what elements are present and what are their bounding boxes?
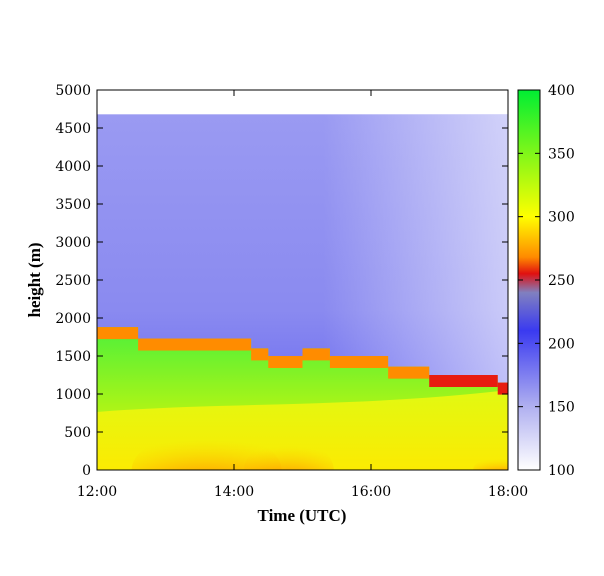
colorbar-tick-label: 350 — [548, 146, 575, 162]
colorbar-tick-label: 100 — [548, 463, 575, 479]
x-axis: 12:00 14:00 16:00 18:00 — [77, 90, 528, 500]
colorbar-tick-label: 400 — [548, 83, 575, 99]
surface-hotspot — [473, 456, 508, 470]
x-tick-label: 16:00 — [351, 484, 391, 500]
colorbar-tick-label: 250 — [548, 273, 575, 289]
y-tick-label: 0 — [82, 463, 91, 479]
inversion-band — [388, 366, 430, 379]
y-tick-label: 1000 — [55, 387, 91, 403]
plot-area — [97, 90, 508, 470]
colorbar: 100 150 200 250 300 350 400 — [517, 83, 575, 479]
inversion-band — [497, 382, 508, 395]
colorbar-ticks: 100 150 200 250 300 350 400 — [518, 83, 575, 479]
inversion-band — [268, 356, 303, 368]
inversion-band — [138, 338, 252, 351]
x-tick-label: 14:00 — [214, 484, 254, 500]
y-tick-label: 4000 — [55, 159, 91, 175]
y-tick-label: 500 — [64, 425, 91, 441]
y-tick-label: 2000 — [55, 311, 91, 327]
y-axis: 0 500 1000 1500 2000 2500 3000 3500 4000 4500 5000 — [55, 83, 508, 479]
colorbar-tick-label: 300 — [548, 210, 575, 226]
y-axis-title: height (m) — [25, 242, 44, 317]
x-tick-label: 12:00 — [77, 484, 117, 500]
x-axis-title: Time (UTC) — [258, 506, 347, 525]
inversion-band — [329, 356, 389, 368]
y-tick-label: 1500 — [55, 349, 91, 365]
inversion-band — [302, 348, 330, 361]
y-tick-label: 2500 — [55, 273, 91, 289]
surface-hotspot — [131, 432, 282, 470]
inversion-band — [97, 327, 139, 340]
inversion-band — [429, 375, 498, 387]
colorbar-tick-label: 200 — [548, 336, 575, 352]
colorbar-tick-label: 150 — [548, 400, 575, 416]
heatmap-field — [97, 114, 508, 470]
y-tick-label: 5000 — [55, 83, 91, 99]
y-tick-label: 3000 — [55, 235, 91, 251]
y-tick-label: 4500 — [55, 121, 91, 137]
inversion-band — [251, 348, 269, 361]
surface-hotspot — [243, 440, 334, 470]
y-tick-label: 3500 — [55, 197, 91, 213]
x-tick-label: 18:00 — [488, 484, 528, 500]
